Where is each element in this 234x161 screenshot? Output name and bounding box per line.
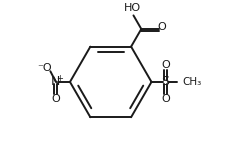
Text: HO: HO [124,3,141,13]
Text: CH₃: CH₃ [183,77,202,87]
Text: S: S [162,75,170,88]
Text: O: O [161,60,170,70]
Text: ⁻O: ⁻O [37,63,51,73]
Text: O: O [51,94,60,104]
Text: +: + [56,74,63,83]
Text: O: O [161,94,170,104]
Text: O: O [158,22,166,32]
Text: N: N [51,75,61,88]
